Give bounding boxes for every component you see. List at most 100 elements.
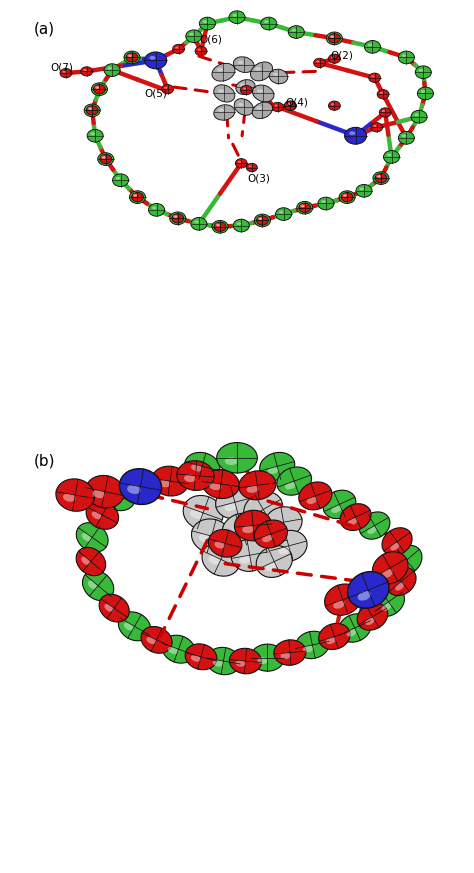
Ellipse shape	[195, 46, 207, 56]
Ellipse shape	[356, 184, 372, 197]
Ellipse shape	[411, 110, 427, 123]
Ellipse shape	[239, 555, 251, 564]
Ellipse shape	[126, 52, 138, 62]
Ellipse shape	[391, 546, 422, 575]
Ellipse shape	[349, 131, 356, 135]
Ellipse shape	[382, 527, 412, 555]
Ellipse shape	[357, 591, 371, 601]
Ellipse shape	[209, 530, 242, 557]
Ellipse shape	[257, 89, 263, 93]
Ellipse shape	[307, 497, 317, 504]
Ellipse shape	[382, 569, 393, 578]
Ellipse shape	[250, 62, 273, 81]
Ellipse shape	[418, 87, 433, 100]
Ellipse shape	[371, 122, 383, 132]
Ellipse shape	[400, 561, 410, 570]
Ellipse shape	[218, 89, 224, 93]
Ellipse shape	[148, 203, 164, 217]
Ellipse shape	[359, 512, 390, 540]
Ellipse shape	[321, 200, 326, 203]
Ellipse shape	[260, 452, 295, 480]
Ellipse shape	[218, 108, 224, 112]
Ellipse shape	[256, 107, 262, 110]
Ellipse shape	[81, 66, 92, 76]
Ellipse shape	[265, 562, 277, 571]
Ellipse shape	[112, 174, 128, 187]
Ellipse shape	[214, 105, 235, 120]
Ellipse shape	[328, 101, 340, 110]
Ellipse shape	[340, 504, 371, 531]
Ellipse shape	[164, 86, 167, 89]
Ellipse shape	[325, 584, 361, 615]
Ellipse shape	[214, 222, 226, 231]
Ellipse shape	[273, 522, 285, 530]
Ellipse shape	[287, 103, 290, 106]
Ellipse shape	[216, 223, 220, 226]
Ellipse shape	[243, 87, 246, 90]
Ellipse shape	[240, 86, 252, 94]
Ellipse shape	[92, 490, 105, 498]
Ellipse shape	[86, 106, 98, 115]
Ellipse shape	[116, 177, 120, 180]
Ellipse shape	[83, 69, 87, 71]
Ellipse shape	[152, 466, 189, 496]
Ellipse shape	[216, 486, 254, 519]
Ellipse shape	[203, 20, 207, 23]
Ellipse shape	[269, 69, 288, 84]
Ellipse shape	[342, 194, 347, 196]
Ellipse shape	[274, 105, 277, 107]
Ellipse shape	[257, 536, 269, 544]
Ellipse shape	[261, 17, 277, 30]
Ellipse shape	[162, 85, 173, 93]
Ellipse shape	[402, 54, 406, 57]
Ellipse shape	[395, 582, 404, 591]
Ellipse shape	[146, 637, 156, 644]
Text: O(5): O(5)	[144, 88, 167, 99]
Ellipse shape	[262, 535, 273, 542]
Ellipse shape	[316, 60, 319, 63]
Ellipse shape	[331, 103, 334, 106]
Ellipse shape	[328, 34, 340, 43]
Ellipse shape	[175, 46, 178, 49]
Ellipse shape	[398, 132, 414, 144]
Ellipse shape	[303, 645, 314, 652]
Ellipse shape	[82, 571, 114, 601]
Ellipse shape	[233, 57, 254, 72]
Ellipse shape	[270, 531, 307, 561]
Text: (a): (a)	[34, 22, 55, 37]
Ellipse shape	[377, 90, 389, 99]
Ellipse shape	[246, 485, 259, 493]
Ellipse shape	[318, 197, 334, 210]
Ellipse shape	[357, 603, 388, 630]
Ellipse shape	[249, 165, 252, 168]
Ellipse shape	[100, 155, 112, 164]
Ellipse shape	[383, 150, 400, 163]
Ellipse shape	[207, 648, 240, 675]
Ellipse shape	[168, 647, 178, 654]
Ellipse shape	[255, 214, 271, 227]
Ellipse shape	[191, 217, 207, 230]
Ellipse shape	[214, 85, 235, 102]
Ellipse shape	[277, 467, 311, 495]
Ellipse shape	[91, 133, 95, 135]
Ellipse shape	[108, 494, 118, 502]
Ellipse shape	[202, 470, 239, 498]
Ellipse shape	[326, 32, 342, 45]
Ellipse shape	[127, 485, 141, 494]
Ellipse shape	[104, 604, 114, 612]
Ellipse shape	[209, 556, 220, 565]
Ellipse shape	[184, 475, 196, 482]
Ellipse shape	[170, 212, 186, 224]
Ellipse shape	[95, 86, 99, 89]
Ellipse shape	[134, 195, 137, 196]
Ellipse shape	[91, 83, 108, 95]
Ellipse shape	[194, 221, 199, 223]
Ellipse shape	[382, 110, 385, 112]
Text: O(2): O(2)	[330, 51, 353, 60]
Ellipse shape	[102, 483, 135, 511]
Ellipse shape	[202, 543, 240, 576]
Ellipse shape	[373, 587, 404, 616]
Ellipse shape	[259, 218, 262, 220]
Ellipse shape	[86, 500, 118, 529]
Ellipse shape	[284, 101, 296, 110]
